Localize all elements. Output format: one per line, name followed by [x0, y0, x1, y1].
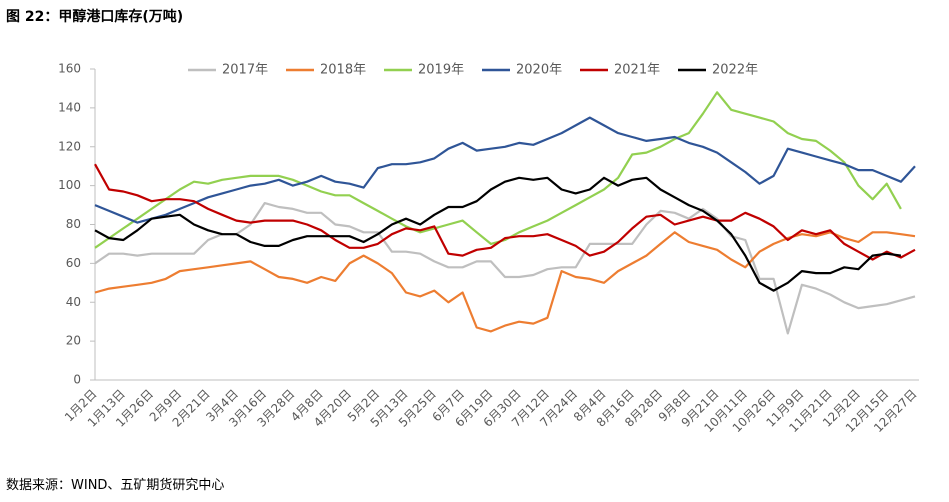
chart: 0204060801001201401601月2日1月13日1月26日2月9日2…	[58, 62, 920, 436]
series-line	[94, 163, 916, 261]
series-line	[94, 231, 916, 333]
legend-label: 2017年	[222, 63, 268, 78]
series-line	[94, 202, 916, 335]
y-tick-label: 140	[58, 100, 81, 114]
y-tick-label: 0	[73, 373, 81, 387]
series-line	[94, 91, 902, 249]
legend-label: 2022年	[712, 63, 758, 78]
y-tick-label: 120	[58, 139, 81, 153]
series-line	[94, 116, 916, 224]
y-tick-label: 100	[58, 178, 81, 192]
series-line	[94, 176, 902, 292]
legend-label: 2018年	[320, 63, 366, 78]
legend-label: 2020年	[516, 63, 562, 78]
legend-label: 2019年	[418, 63, 464, 78]
figure-title: 图 22：甲醇港口库存(万吨)	[6, 9, 184, 25]
source-note: 数据来源：WIND、五矿期货研究中心	[6, 478, 225, 493]
y-tick-label: 80	[66, 217, 81, 231]
y-tick-label: 40	[66, 295, 81, 309]
y-tick-label: 60	[66, 256, 81, 270]
legend-label: 2021年	[614, 63, 660, 78]
y-tick-label: 20	[66, 334, 81, 348]
y-tick-label: 160	[58, 62, 81, 76]
